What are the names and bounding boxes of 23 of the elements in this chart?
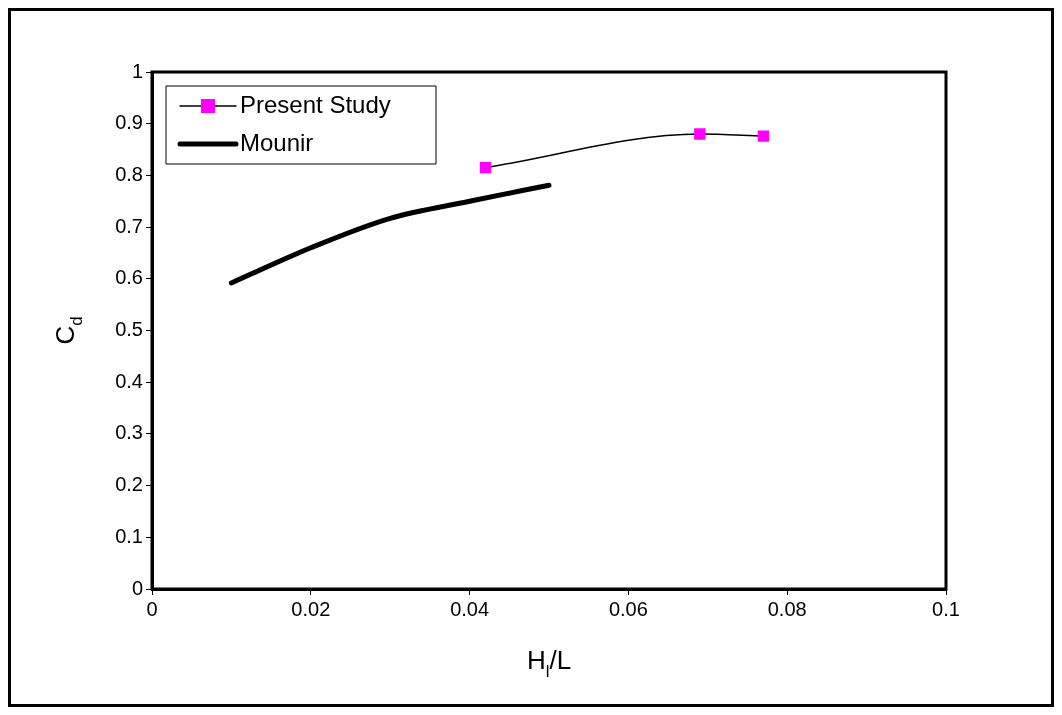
legend-label: Present Study <box>240 90 391 118</box>
y-tick-label: 0.5 <box>115 318 143 341</box>
y-tick-label: 0.8 <box>115 162 143 185</box>
x-tick-label: 0 <box>146 597 158 620</box>
x-tick-label: 0.06 <box>608 597 648 620</box>
x-tick-label: 0.08 <box>767 597 807 620</box>
y-axis-title: Cd <box>50 316 86 345</box>
y-tick-label: 1 <box>131 59 143 82</box>
point <box>694 128 706 140</box>
x-tick-label: 0.02 <box>291 597 331 620</box>
point <box>757 130 770 142</box>
y-tick-label: 0.4 <box>115 369 143 392</box>
y-tick-label: 0.7 <box>115 214 143 237</box>
y-tick-label: 0.3 <box>115 421 143 444</box>
x-tick-label: 0.1 <box>932 597 960 620</box>
legend-label: Mounir <box>240 128 314 156</box>
y-tick-label: 0.1 <box>115 524 143 547</box>
y-tick-label: 0 <box>131 576 143 599</box>
x-tick-label: 0.04 <box>450 597 490 620</box>
point <box>479 161 492 174</box>
y-tick-label: 0.6 <box>115 266 143 289</box>
y-tick-label: 0.2 <box>115 473 143 496</box>
y-tick-label: 0.9 <box>115 111 143 134</box>
